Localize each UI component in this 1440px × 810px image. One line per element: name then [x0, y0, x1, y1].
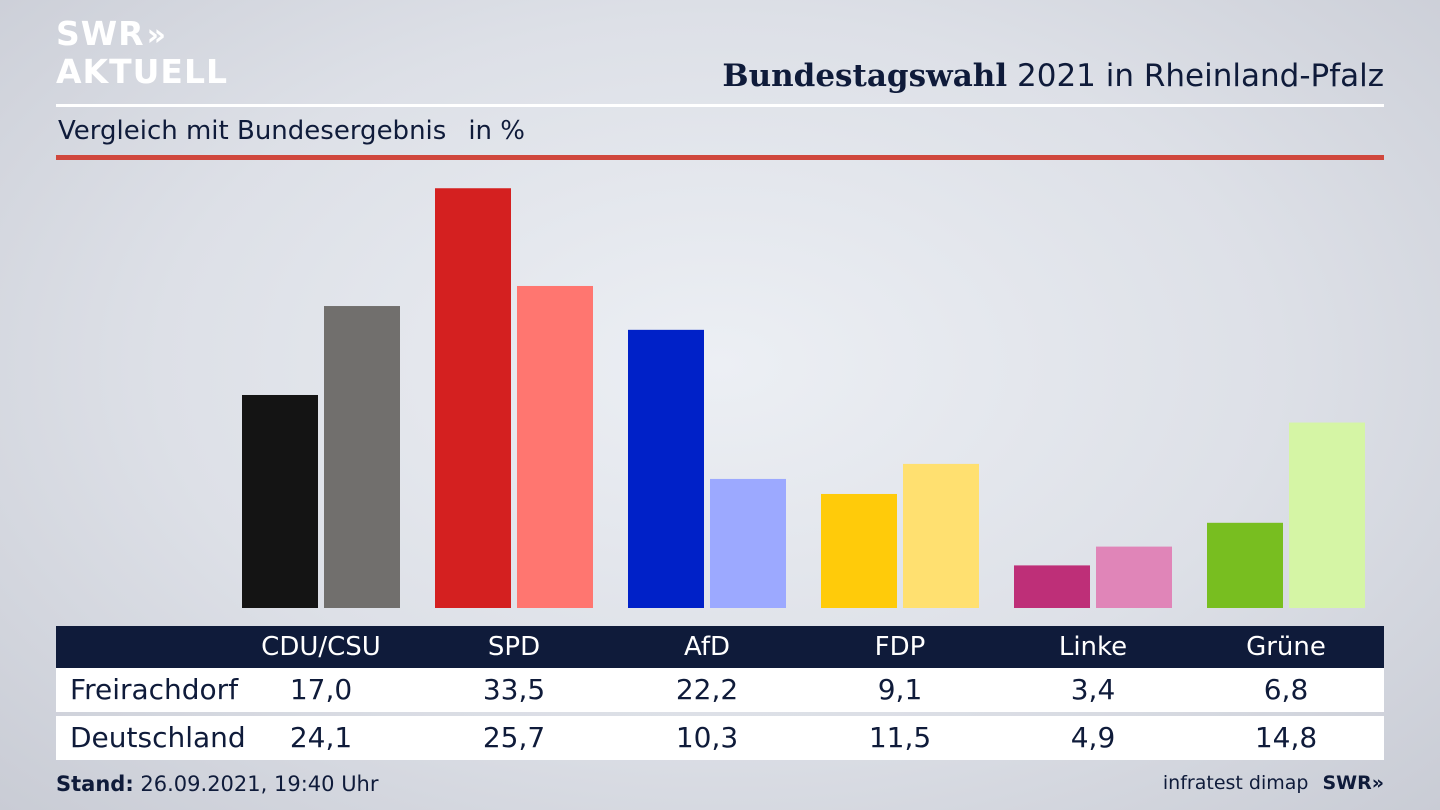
value-cdu-csu-freirachdorf: 17,0: [289, 673, 353, 706]
unit-label: in %: [468, 116, 525, 146]
value-afd-freirachdorf: 22,2: [675, 673, 739, 706]
header-divider: [56, 104, 1384, 107]
bar-spd-freirachdorf: [435, 188, 511, 608]
row-label-deutschland: Deutschland: [70, 721, 246, 754]
stand-value: 26.09.2021, 19:40 Uhr: [140, 772, 379, 796]
bar-chart: [242, 188, 1365, 608]
value-gr-ne-deutschland: 14,8: [1254, 721, 1318, 754]
value-spd-deutschland: 25,7: [482, 721, 546, 754]
subtitle-text: Vergleich mit Bundesergebnis: [58, 116, 447, 146]
logo-aktuell-text: AKTUELL: [56, 52, 229, 91]
category-label-fdp: FDP: [874, 632, 926, 662]
swr-aktuell-logo: SWR» AKTUELL: [56, 16, 228, 90]
value-linke-deutschland: 4,9: [1070, 721, 1116, 754]
bar-cdu-csu-freirachdorf: [242, 394, 318, 608]
bar-fdp-deutschland: [903, 463, 979, 608]
logo-swr-text: SWR: [56, 14, 145, 53]
page-title: Bundestagswahl 2021 in Rheinland-Pfalz: [722, 58, 1384, 94]
value-gr-ne-freirachdorf: 6,8: [1263, 673, 1309, 706]
bar-afd-freirachdorf: [628, 329, 704, 608]
title-bold: Bundestagswahl: [722, 58, 1008, 94]
bar-fdp-freirachdorf: [821, 493, 897, 608]
value-fdp-deutschland: 11,5: [868, 721, 932, 754]
chart-subtitle: Vergleich mit Bundesergebnis in %: [58, 116, 525, 146]
table-row-freirachdorf: Freirachdorf 17,0 33,5 22,2 9,1 3,4 6,8: [56, 668, 1384, 712]
category-label-afd: AfD: [683, 632, 731, 662]
bar-gr-ne-deutschland: [1289, 422, 1365, 608]
table-header-row: CDU/CSU SPD AfD FDP Linke Grüne: [56, 626, 1384, 668]
value-fdp-freirachdorf: 9,1: [877, 673, 923, 706]
source-credit: infratest dimap SWR»: [1163, 772, 1384, 794]
title-rest: 2021 in Rheinland-Pfalz: [1017, 58, 1384, 94]
timestamp: Stand: 26.09.2021, 19:40 Uhr: [56, 772, 379, 796]
stand-label: Stand:: [56, 772, 134, 796]
table-row-deutschland: Deutschland 24,1 25,7 10,3 11,5 4,9 14,8: [56, 716, 1384, 760]
value-linke-freirachdorf: 3,4: [1070, 673, 1116, 706]
results-table: CDU/CSU SPD AfD FDP Linke Grüne Freirachdorf …: [56, 626, 1384, 760]
category-label-gr-ne: Grüne: [1246, 632, 1326, 662]
footer-swr-logo: SWR»: [1322, 772, 1384, 794]
row-label-freirachdorf: Freirachdorf: [70, 673, 239, 706]
bar-gr-ne-freirachdorf: [1207, 522, 1283, 608]
bar-afd-deutschland: [710, 478, 786, 608]
source-text: infratest dimap: [1162, 772, 1309, 794]
accent-divider: [56, 155, 1384, 160]
category-label-cdu-csu: CDU/CSU: [261, 632, 381, 662]
bar-linke-deutschland: [1096, 546, 1172, 608]
bar-linke-freirachdorf: [1014, 565, 1090, 608]
bar-spd-deutschland: [517, 285, 593, 608]
value-spd-freirachdorf: 33,5: [482, 673, 546, 706]
value-cdu-csu-deutschland: 24,1: [289, 721, 353, 754]
bar-cdu-csu-deutschland: [324, 306, 400, 608]
category-label-spd: SPD: [487, 632, 541, 662]
category-label-linke: Linke: [1058, 632, 1128, 662]
value-afd-deutschland: 10,3: [675, 721, 739, 754]
